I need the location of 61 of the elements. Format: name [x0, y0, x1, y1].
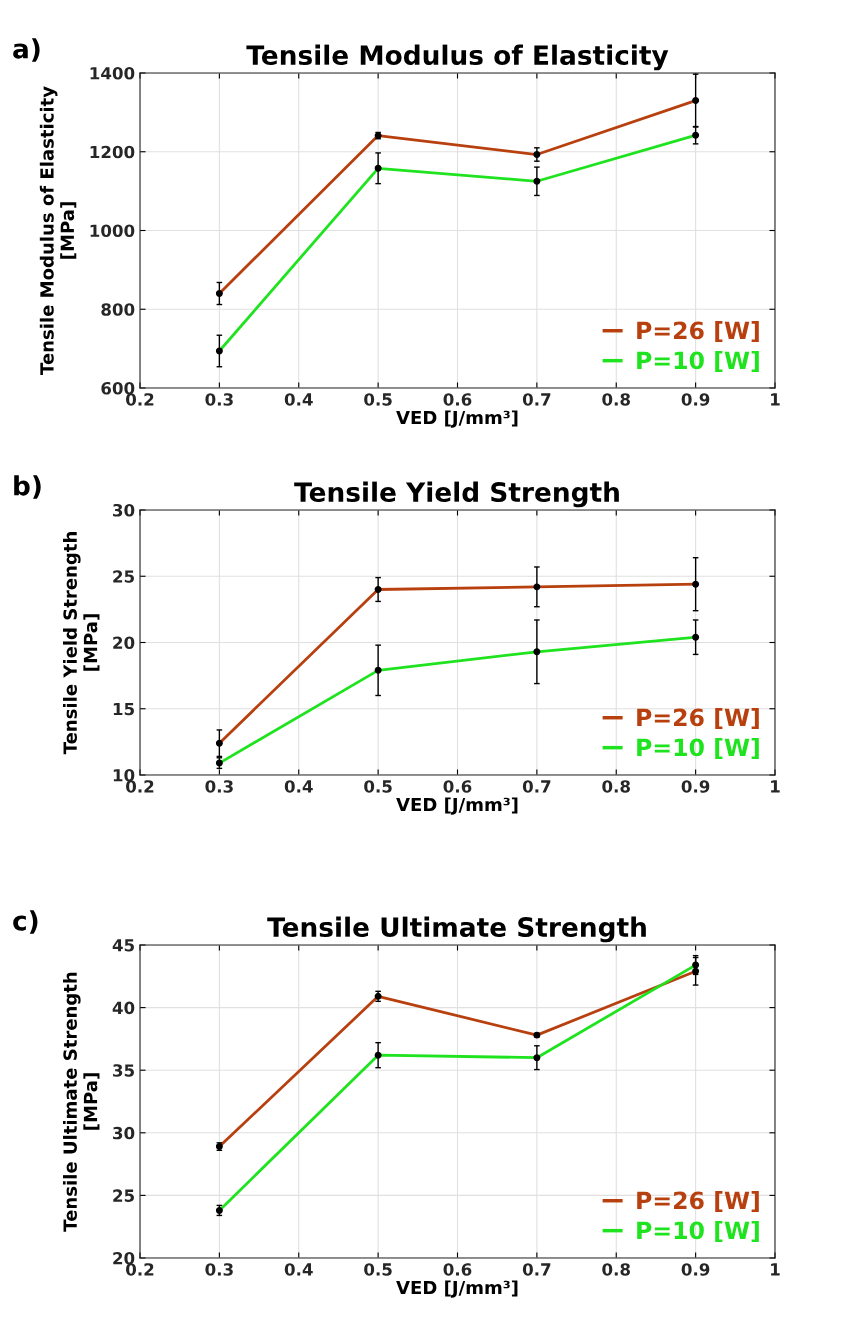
y-axis-title: Tensile Ultimate Strength [MPa]: [63, 972, 100, 1232]
x-tick-label: 0.4: [284, 393, 313, 406]
x-tick-label: 1: [771, 393, 780, 406]
y-tick-label: 600: [101, 381, 135, 395]
y-tick-label: 25: [113, 570, 134, 583]
y-tick-label: 20: [113, 1251, 135, 1265]
legend-label: P=10 [W]: [637, 737, 759, 760]
x-tick-label: 0.5: [364, 1263, 392, 1276]
y-tick-label: 30: [113, 1126, 135, 1140]
x-tick-label: 0.8: [602, 393, 630, 406]
x-tick-label: 0.2: [126, 780, 154, 793]
x-tick-label: 0.9: [681, 1263, 710, 1276]
text: a): [13, 38, 40, 62]
y-tick-label: 40: [112, 1001, 135, 1015]
y-axis-title: Tensile Yield Strength [MPa]: [63, 532, 100, 755]
y-tick-label: 25: [113, 1189, 134, 1202]
x-tick-label: 0.5: [364, 780, 392, 793]
x-tick-label: 0.3: [205, 393, 233, 406]
y-tick-label: 1000: [90, 224, 135, 238]
legend-label: P=26 [W]: [637, 321, 759, 343]
y-tick-label: 35: [113, 1064, 134, 1077]
x-tick-label: 0.9: [681, 393, 710, 406]
legend-label: P=10 [W]: [637, 350, 759, 373]
y-tick-label: 10: [113, 768, 135, 782]
x-tick-label: 0.9: [681, 780, 710, 793]
x-tick-label: 0.7: [522, 393, 551, 406]
y-tick-label: 800: [101, 303, 135, 316]
text: b): [14, 475, 41, 499]
x-tick-label: 0.5: [364, 393, 392, 406]
x-axis-title: VED [J/mm³]: [396, 410, 518, 428]
x-axis-title: VED [J/mm³]: [396, 1280, 518, 1298]
y-axis-title: Tensile Modulus of Elasticity [MPa]: [39, 86, 77, 375]
chart-title: Tensile Ultimate Strength: [267, 916, 646, 943]
x-tick-label: 0.4: [284, 780, 313, 793]
x-tick-label: 0.6: [443, 780, 472, 793]
y-tick-label: 1400: [90, 66, 135, 80]
x-tick-label: 1: [771, 1263, 780, 1276]
y-tick-label: 30: [113, 503, 135, 517]
x-axis-title: VED [J/mm³]: [396, 797, 518, 815]
x-tick-label: 0.8: [602, 1263, 630, 1276]
text: c): [13, 910, 38, 934]
x-tick-label: 0.7: [522, 1263, 551, 1276]
x-tick-label: 1: [771, 780, 780, 793]
y-tick-label: 20: [113, 636, 135, 650]
x-tick-label: 0.4: [284, 1263, 313, 1276]
y-tick-label: 45: [112, 939, 134, 952]
x-tick-label: 0.3: [205, 780, 233, 793]
y-tick-label: 15: [113, 702, 134, 716]
legend-label: P=26 [W]: [637, 708, 759, 730]
chart-title: Tensile Yield Strength: [294, 481, 619, 508]
x-tick-label: 0.6: [443, 393, 472, 406]
x-tick-label: 0.8: [602, 780, 630, 793]
x-tick-label: 0.7: [522, 780, 551, 793]
y-tick-label: 1200: [90, 145, 135, 159]
chart-title: Tensile Modulus of Elasticity: [246, 44, 669, 71]
x-tick-label: 0.2: [126, 393, 154, 406]
x-tick-label: 0.3: [205, 1263, 233, 1276]
legend-label: P=26 [W]: [637, 1191, 759, 1213]
x-tick-label: 0.6: [443, 1263, 472, 1276]
legend-label: P=10 [W]: [637, 1220, 759, 1243]
x-tick-label: 0.2: [126, 1263, 154, 1276]
